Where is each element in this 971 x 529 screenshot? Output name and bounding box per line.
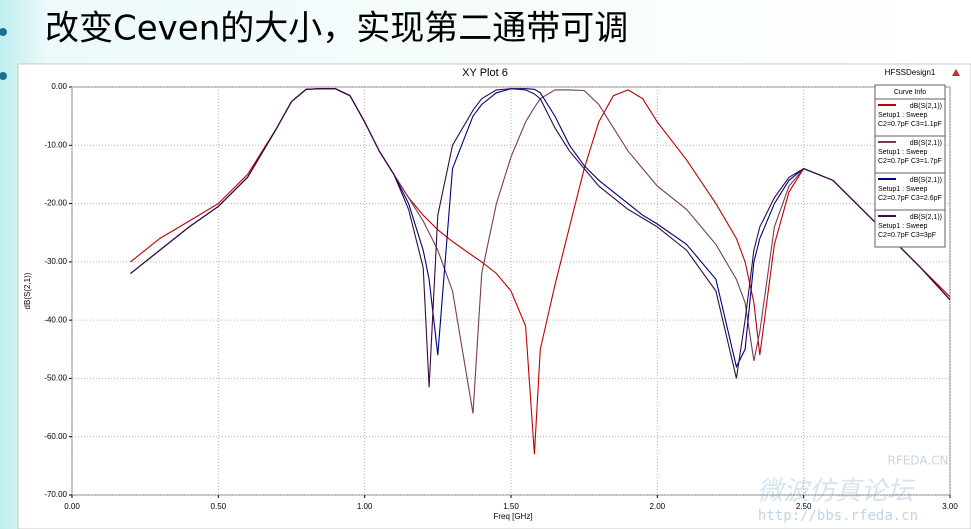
y-tick-label: -20.00 xyxy=(44,199,67,208)
bullet xyxy=(0,72,7,80)
menu-arrow[interactable] xyxy=(952,69,960,76)
x-tick-label: 3.00 xyxy=(942,502,958,511)
legend-entry: dB(S(2,1)) xyxy=(910,177,942,184)
legend: Curve Info dB(S(2,1)) Setup1 : Sweep C2=0.7… xyxy=(874,84,946,248)
y-tick-label: -30.00 xyxy=(44,257,67,266)
legend-sweep: Setup1 : Sweep xyxy=(878,223,928,230)
legend-box xyxy=(874,84,946,248)
y-axis-label: dB(S(2,1)) xyxy=(23,272,32,309)
y-tick-label: -70.00 xyxy=(44,490,67,499)
legend-entry: dB(S(2,1)) xyxy=(910,140,942,147)
x-tick-label: 2.00 xyxy=(650,502,666,511)
y-tick-label: -10.00 xyxy=(44,140,67,149)
slide-title: 改变Ceven的大小，实现第二通带可调 xyxy=(45,9,628,49)
design-name: HFSSDesign1 xyxy=(885,68,936,77)
bullet xyxy=(0,28,7,36)
x-tick-label: 0.00 xyxy=(64,502,80,511)
y-tick-label: -40.00 xyxy=(44,315,67,324)
legend-sweep: Setup1 : Sweep xyxy=(878,186,928,193)
legend-entry: dB(S(2,1)) xyxy=(910,103,942,110)
legend-params: C2=0.7pF C3=1.1pF xyxy=(878,121,942,128)
legend-entry: dB(S(2,1)) xyxy=(910,214,942,221)
legend-title: Curve Info xyxy=(894,89,926,96)
y-tick-label: -60.00 xyxy=(44,432,67,441)
legend-params: C2=0.7pF C3=3pF xyxy=(878,232,936,239)
legend-sweep: Setup1 : Sweep xyxy=(878,149,928,156)
curve xyxy=(130,88,951,388)
y-tick-label: -50.00 xyxy=(44,374,67,383)
legend-params: C2=0.7pF C3=1.7pF xyxy=(878,158,942,165)
x-tick-label: 1.00 xyxy=(357,502,373,511)
watermark-forum: 微波仿真论坛 xyxy=(757,477,916,507)
watermark-url: http://bbs.rfeda.cn xyxy=(758,508,918,524)
y-tick-label: 0.00 xyxy=(51,82,67,91)
plot-title: XY Plot 6 xyxy=(462,67,508,79)
plot-panel xyxy=(17,63,971,529)
watermark-site: RFEDA.CN xyxy=(887,454,948,468)
x-tick-label: 2.50 xyxy=(796,502,812,511)
x-axis-label: Freq [GHz] xyxy=(493,512,532,521)
legend-sweep: Setup1 : Sweep xyxy=(878,112,928,119)
plot: 0.00 -10.00 -20.00 -30.00 -40.00 -50.00 -60.00… xyxy=(44,82,958,511)
x-tick-label: 0.50 xyxy=(211,502,227,511)
x-tick-label: 1.50 xyxy=(503,502,519,511)
legend-params: C2=0.7pF C3=2.6pF xyxy=(878,195,942,202)
